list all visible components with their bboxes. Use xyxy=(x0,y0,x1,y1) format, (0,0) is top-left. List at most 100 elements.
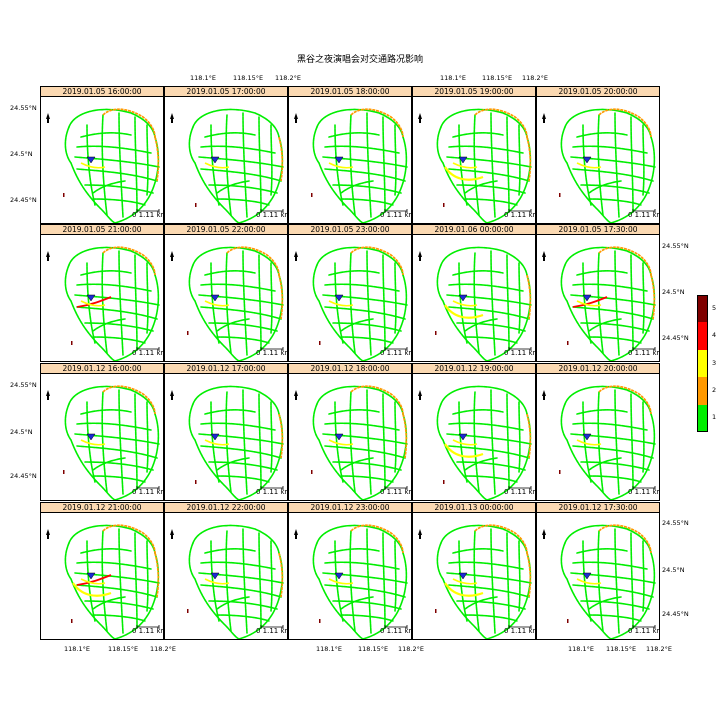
road-segment-heavy xyxy=(444,166,484,181)
road-segment xyxy=(74,156,160,168)
panel-timestamp: 2019.01.05 17:00:00 xyxy=(165,87,287,97)
map-panel: 2019.01.13 00:00:00 0 1.11 km xyxy=(412,502,536,640)
road-segment-congested xyxy=(598,246,652,276)
lat-tick-label: 24.45°N xyxy=(662,334,689,342)
road-segment xyxy=(318,300,364,361)
road-segment xyxy=(452,409,504,415)
lat-tick-label: 24.55°N xyxy=(662,242,689,250)
venue-marker-icon xyxy=(582,572,592,580)
road-segment xyxy=(134,254,138,350)
road-segment xyxy=(490,112,496,218)
road-segment xyxy=(134,116,138,212)
road-segment-blocked xyxy=(559,470,561,474)
traffic-map xyxy=(170,246,284,361)
road-segment xyxy=(101,252,108,354)
road-segment xyxy=(610,552,656,639)
scale-bar-label: 0 1.11 km xyxy=(628,349,660,357)
lon-tick-label: 118.2°E xyxy=(646,645,672,653)
traffic-map xyxy=(542,385,656,500)
venue-marker-icon xyxy=(458,572,468,580)
road-segment-blocked xyxy=(187,609,189,613)
road-segment xyxy=(436,542,444,580)
road-segment xyxy=(258,116,262,212)
road-segment xyxy=(76,422,152,431)
scale-bar-label: 0 1.11 km xyxy=(380,627,412,635)
road-segment xyxy=(560,126,568,164)
road-segment xyxy=(92,457,126,471)
road-segment xyxy=(70,439,116,500)
road-segment xyxy=(134,393,138,489)
north-arrow-icon xyxy=(294,113,298,123)
scale-bar-label: 0 1.11 km xyxy=(380,488,412,496)
road-segment-blocked xyxy=(311,193,313,197)
panel-timestamp: 2019.01.06 00:00:00 xyxy=(413,225,535,235)
road-segment xyxy=(448,283,524,292)
road-segment xyxy=(394,124,397,196)
traffic-map xyxy=(294,246,408,361)
road-segment xyxy=(576,270,628,276)
road-segment-heavy xyxy=(72,582,112,597)
road-segment xyxy=(610,136,656,223)
map-panel: 2019.01.05 17:00:00 0 1.11 km xyxy=(164,86,288,224)
map-panel: 2019.01.12 19:00:00 0 1.11 km xyxy=(412,363,536,501)
road-segment-congested xyxy=(102,108,156,138)
panel-timestamp: 2019.01.05 18:00:00 xyxy=(289,87,411,97)
road-segment xyxy=(192,108,280,138)
road-segment xyxy=(242,112,248,218)
north-arrow-icon xyxy=(542,390,546,400)
road-segment-congested xyxy=(474,108,528,138)
panel-timestamp: 2019.01.05 23:00:00 xyxy=(289,225,411,235)
traffic-map xyxy=(418,524,532,639)
road-segment xyxy=(328,132,380,138)
road-segment xyxy=(200,283,276,292)
road-segment xyxy=(448,422,524,431)
road-segment xyxy=(570,294,656,306)
road-segment xyxy=(518,540,521,612)
map-panel: 2019.01.05 20:00:00 0 1.11 km xyxy=(536,86,660,224)
road-segment xyxy=(506,254,510,350)
legend-label: 5 xyxy=(712,303,717,312)
road-segment xyxy=(188,542,196,580)
road-segment xyxy=(572,445,654,459)
panel-timestamp: 2019.01.12 23:00:00 xyxy=(289,503,411,513)
road-segment-severe xyxy=(572,296,608,308)
north-arrow-icon xyxy=(542,529,546,539)
road-segment-congested xyxy=(650,274,656,320)
road-segment xyxy=(642,262,645,334)
map-panel: 2019.01.12 23:00:00 0 1.11 km xyxy=(288,502,412,640)
scale-bar-line xyxy=(384,347,408,351)
road-segment-blocked xyxy=(319,619,321,623)
traffic-map xyxy=(46,108,160,223)
road-segment xyxy=(349,252,356,354)
road-segment-congested xyxy=(154,136,160,182)
scale-bar-label: 0 1.11 km xyxy=(256,488,288,496)
road-segment-heavy xyxy=(452,162,478,169)
road-segment xyxy=(448,584,530,598)
lat-tick-label: 24.45°N xyxy=(662,610,689,618)
road-segment xyxy=(324,168,406,182)
road-segment xyxy=(316,246,404,276)
road-segment-heavy xyxy=(444,304,484,319)
map-panel: 2019.01.05 18:00:00 0 1.11 km xyxy=(288,86,412,224)
road-segment xyxy=(597,252,604,354)
road-segment xyxy=(76,561,152,570)
map-panel: 2019.01.05 16:00:00 0 1.11 km xyxy=(40,86,164,224)
panel-timestamp: 2019.01.05 21:00:00 xyxy=(41,225,163,235)
road-segment xyxy=(192,385,280,415)
lon-tick-label: 118.15°E xyxy=(482,74,513,82)
road-segment xyxy=(564,108,652,138)
road-segment xyxy=(349,391,356,493)
scale-bar-label: 0 1.11 km xyxy=(256,627,288,635)
road-segment xyxy=(446,572,532,584)
venue-marker-icon xyxy=(86,572,96,580)
lat-tick-label: 24.45°N xyxy=(10,196,37,204)
north-arrow-icon xyxy=(542,251,546,261)
road-segment-congested xyxy=(350,108,404,138)
road-segment xyxy=(328,548,380,554)
road-segment-heavy xyxy=(452,300,478,307)
road-segment xyxy=(473,114,480,216)
venue-marker-icon xyxy=(210,433,220,441)
road-segment xyxy=(322,572,408,584)
legend-frame xyxy=(697,295,708,432)
